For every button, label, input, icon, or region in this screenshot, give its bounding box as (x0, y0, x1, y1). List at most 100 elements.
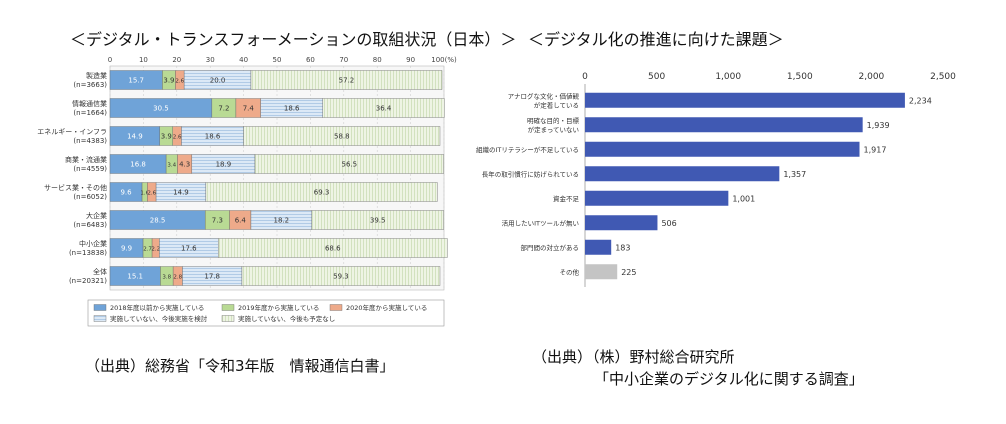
data-label: 56.5 (342, 161, 358, 169)
data-label: 3.8 (162, 275, 171, 281)
bar (585, 190, 729, 206)
category-label: 資金不足 (553, 194, 580, 203)
data-label: 69.3 (314, 189, 330, 197)
data-label: 17.8 (204, 273, 220, 281)
right-source-line-2: 「中小企業のデジタル化に関する調査」 (594, 370, 864, 388)
bar (585, 141, 860, 157)
category-label: アナログな文化・価値観 (508, 91, 580, 100)
data-label: 2.2 (151, 247, 160, 253)
data-label: 14.9 (173, 189, 189, 197)
data-label: 1.6 (140, 191, 149, 197)
data-label: 2.7 (143, 247, 152, 253)
bar-segment (218, 238, 448, 258)
legend-swatch (93, 315, 107, 322)
data-label: 2.6 (173, 135, 182, 141)
data-label: 1,917 (864, 145, 887, 154)
category-label: その他 (560, 267, 580, 276)
x-tick-label: 90 (406, 56, 415, 64)
legend-box (87, 299, 445, 327)
bar-segment (241, 266, 441, 286)
category-label: 部門間の対立がある (521, 243, 580, 252)
data-label: 1,001 (732, 194, 755, 203)
bar-segment (322, 98, 445, 118)
dx-status-stacked-bar-chart: 0 10 20 30 40 50 60 70 80 90 100(%) 製造業(n=3663) 15.7… (37, 56, 457, 327)
digitalization-issues-bar-chart: 0 500 1,000 1,500 2,000 2,500 アナログな文化・価値観が定着して… (476, 72, 956, 287)
category-count-label: (n=6052) (73, 193, 107, 201)
x-tick-label: 60 (306, 56, 315, 64)
bar-segment (250, 70, 443, 90)
data-label: 1,357 (783, 170, 806, 179)
bar (585, 215, 658, 231)
data-label: 68.6 (325, 245, 341, 253)
data-label: 6.4 (235, 217, 247, 225)
data-label: 20.0 (210, 77, 226, 85)
category-label: 中小企業 (79, 239, 107, 248)
category-count-label: (n=4383) (73, 137, 107, 145)
left-chart-source: （出典）総務省「令和3年版 情報通信白書」 (85, 357, 395, 375)
legend-swatch (93, 304, 107, 311)
category-count-label: (n=13838) (69, 249, 107, 257)
data-label: 16.8 (130, 161, 146, 169)
bar (585, 264, 618, 280)
x-tick-label: 500 (648, 72, 665, 82)
category-label: 情報通信業 (72, 99, 107, 108)
category-label: エネルギー・インフラ (37, 128, 107, 136)
data-label: 2.6 (175, 79, 184, 85)
data-label: 30.5 (153, 105, 169, 113)
data-label: 1,939 (867, 121, 890, 130)
data-label: 183 (615, 243, 630, 252)
bar (585, 92, 905, 108)
data-label: 36.4 (376, 105, 392, 113)
x-tick-label: 10 (139, 56, 148, 64)
legend-label: 2020年度から実施している (346, 303, 427, 312)
legend-label: 2019年度から実施している (238, 303, 319, 312)
data-label: 2,234 (909, 96, 932, 105)
data-label: 225 (621, 268, 636, 277)
category-count-label: (n=20321) (69, 277, 107, 285)
bar-segment (311, 210, 444, 230)
category-label: 商業・流通業 (65, 155, 107, 164)
legend-swatch (221, 315, 235, 322)
x-tick-label: 0 (582, 72, 588, 82)
data-label: 14.9 (127, 133, 143, 141)
category-count-label: (n=6483) (73, 221, 107, 229)
data-label: 2.8 (173, 275, 182, 281)
x-tick-label: 30 (206, 56, 215, 64)
x-tick-label: 100(%) (431, 56, 457, 64)
category-label: が定まっていない (528, 125, 579, 134)
left-chart-title: ＜デジタル・トランスフォーメーションの取組状況（日本）＞ (70, 30, 517, 49)
data-label: 59.3 (333, 273, 349, 281)
legend-label: 2018年度以前から実施している (110, 303, 204, 312)
category-count-label: (n=4559) (73, 165, 107, 173)
right-chart-source: （出典）（株）野村総合研究所 「中小企業のデジタル化に関する調査」 (532, 346, 864, 390)
legend-label: 実施していない、今後実施を検討 (110, 314, 208, 323)
category-label: 明確な目的・目標 (527, 116, 580, 125)
x-tick-label: 80 (373, 56, 382, 64)
data-label: 18.9 (216, 161, 232, 169)
data-label: 2.6 (147, 191, 156, 197)
legend-swatch (221, 304, 235, 311)
x-tick-label: 1,500 (787, 72, 813, 82)
x-tick-label: 2,000 (859, 72, 885, 82)
bar-segment (205, 182, 438, 202)
data-label: 9.6 (120, 189, 132, 197)
legend-label: 実施していない、今後も予定なし (238, 314, 335, 323)
data-label: 15.7 (128, 77, 144, 85)
data-label: 18.6 (205, 133, 221, 141)
category-label: が定着している (534, 100, 579, 109)
data-label: 7.3 (212, 217, 223, 225)
data-label: 3.9 (163, 77, 174, 85)
bar (585, 166, 780, 182)
x-tick-label: 70 (339, 56, 348, 64)
x-tick-label: 0 (108, 56, 112, 64)
right-source-line-1: （出典）（株）野村総合研究所 (532, 348, 735, 366)
data-label: 28.5 (150, 217, 166, 225)
data-label: 18.6 (284, 105, 300, 113)
data-label: 9.9 (121, 245, 132, 253)
data-label: 58.8 (334, 133, 350, 141)
data-label: 3.4 (167, 163, 176, 169)
data-label: 7.2 (218, 105, 229, 113)
data-label: 4.3 (179, 161, 190, 169)
bar-segment (254, 154, 444, 174)
data-label: 57.2 (339, 77, 355, 85)
